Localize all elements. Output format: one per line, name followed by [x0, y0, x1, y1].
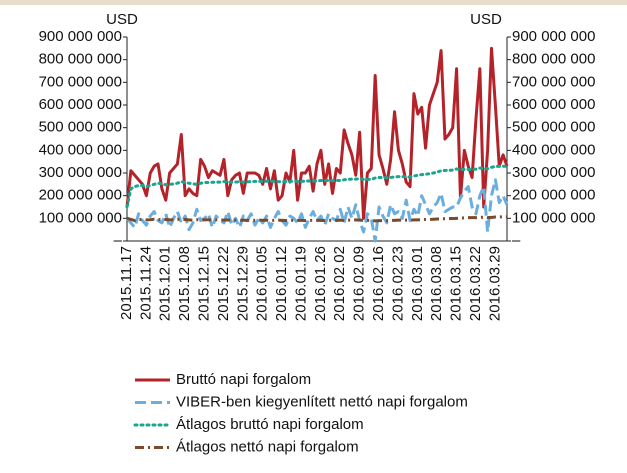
y2-tick-label: 300 000 000 [512, 164, 595, 181]
legend-label: VIBER-ben kiegyenlített nettó napi forga… [176, 393, 468, 410]
y-tick-label: – [114, 232, 123, 249]
x-tick-label: 2016.02.16 [370, 246, 387, 321]
x-tick-label: 2016.03.29 [486, 246, 503, 321]
series-line [125, 46, 509, 220]
y2-tick-label: 800 000 000 [512, 51, 595, 68]
x-tick-label: 2016.01.05 [254, 246, 271, 321]
y-axis-label: USD [106, 11, 138, 28]
x-tick-label: 2016.01.19 [292, 246, 309, 321]
x-tick-label: 2015.12.01 [157, 246, 174, 321]
x-tick-label: 2016.02.23 [389, 246, 406, 321]
y-tick-label: 700 000 000 [39, 73, 122, 90]
y2-tick-label: 400 000 000 [512, 141, 595, 158]
series-line [126, 215, 507, 223]
x-tick-label: 2016.01.26 [312, 246, 329, 321]
y2-tick-label: 200 000 000 [512, 187, 595, 204]
x-tick-label: 2015.12.29 [234, 246, 251, 321]
x-tick-label: 2015.11.24 [137, 246, 154, 320]
y2-tick-label: – [512, 232, 521, 249]
x-tick-label: 2016.02.02 [331, 246, 348, 321]
x-tick-label: 2016.03.22 [467, 246, 484, 321]
y2-tick-label: 100 000 000 [512, 209, 595, 226]
series-line [125, 178, 509, 243]
y-tick-label: 400 000 000 [39, 141, 122, 158]
series-line [125, 164, 509, 209]
x-tick-label: 2015.12.15 [196, 246, 213, 321]
x-tick-label: 2015.11.17 [118, 246, 135, 320]
legend-label: Átlagos nettó napi forgalom [176, 438, 359, 455]
y2-tick-label: 900 000 000 [512, 28, 595, 45]
x-tick-label: 2016.02.09 [351, 246, 368, 321]
legend-label: Átlagos bruttó napi forgalom [176, 416, 364, 433]
y-tick-label: 100 000 000 [39, 209, 122, 226]
y-tick-label: 200 000 000 [39, 187, 122, 204]
legend-label: Bruttó napi forgalom [176, 371, 311, 388]
y-tick-label: 800 000 000 [39, 51, 122, 68]
y2-tick-label: 700 000 000 [512, 73, 595, 90]
y-tick-label: 500 000 000 [39, 119, 122, 136]
x-tick-label: 2016.03.08 [428, 246, 445, 321]
y2-axis-label: USD [470, 11, 502, 28]
x-tick-label: 2016.03.15 [448, 246, 465, 321]
y2-tick-label: 500 000 000 [512, 119, 595, 136]
y-tick-label: 600 000 000 [39, 96, 122, 113]
y-tick-label: 900 000 000 [39, 28, 122, 45]
x-tick-label: 2016.01.12 [273, 246, 290, 321]
top-band [0, 0, 627, 5]
x-tick-label: 2016.03.01 [409, 246, 426, 321]
y2-tick-label: 600 000 000 [512, 96, 595, 113]
x-tick-label: 2015.12.08 [176, 246, 193, 321]
y-tick-label: 300 000 000 [39, 164, 122, 181]
x-tick-label: 2015.12.22 [215, 246, 232, 321]
